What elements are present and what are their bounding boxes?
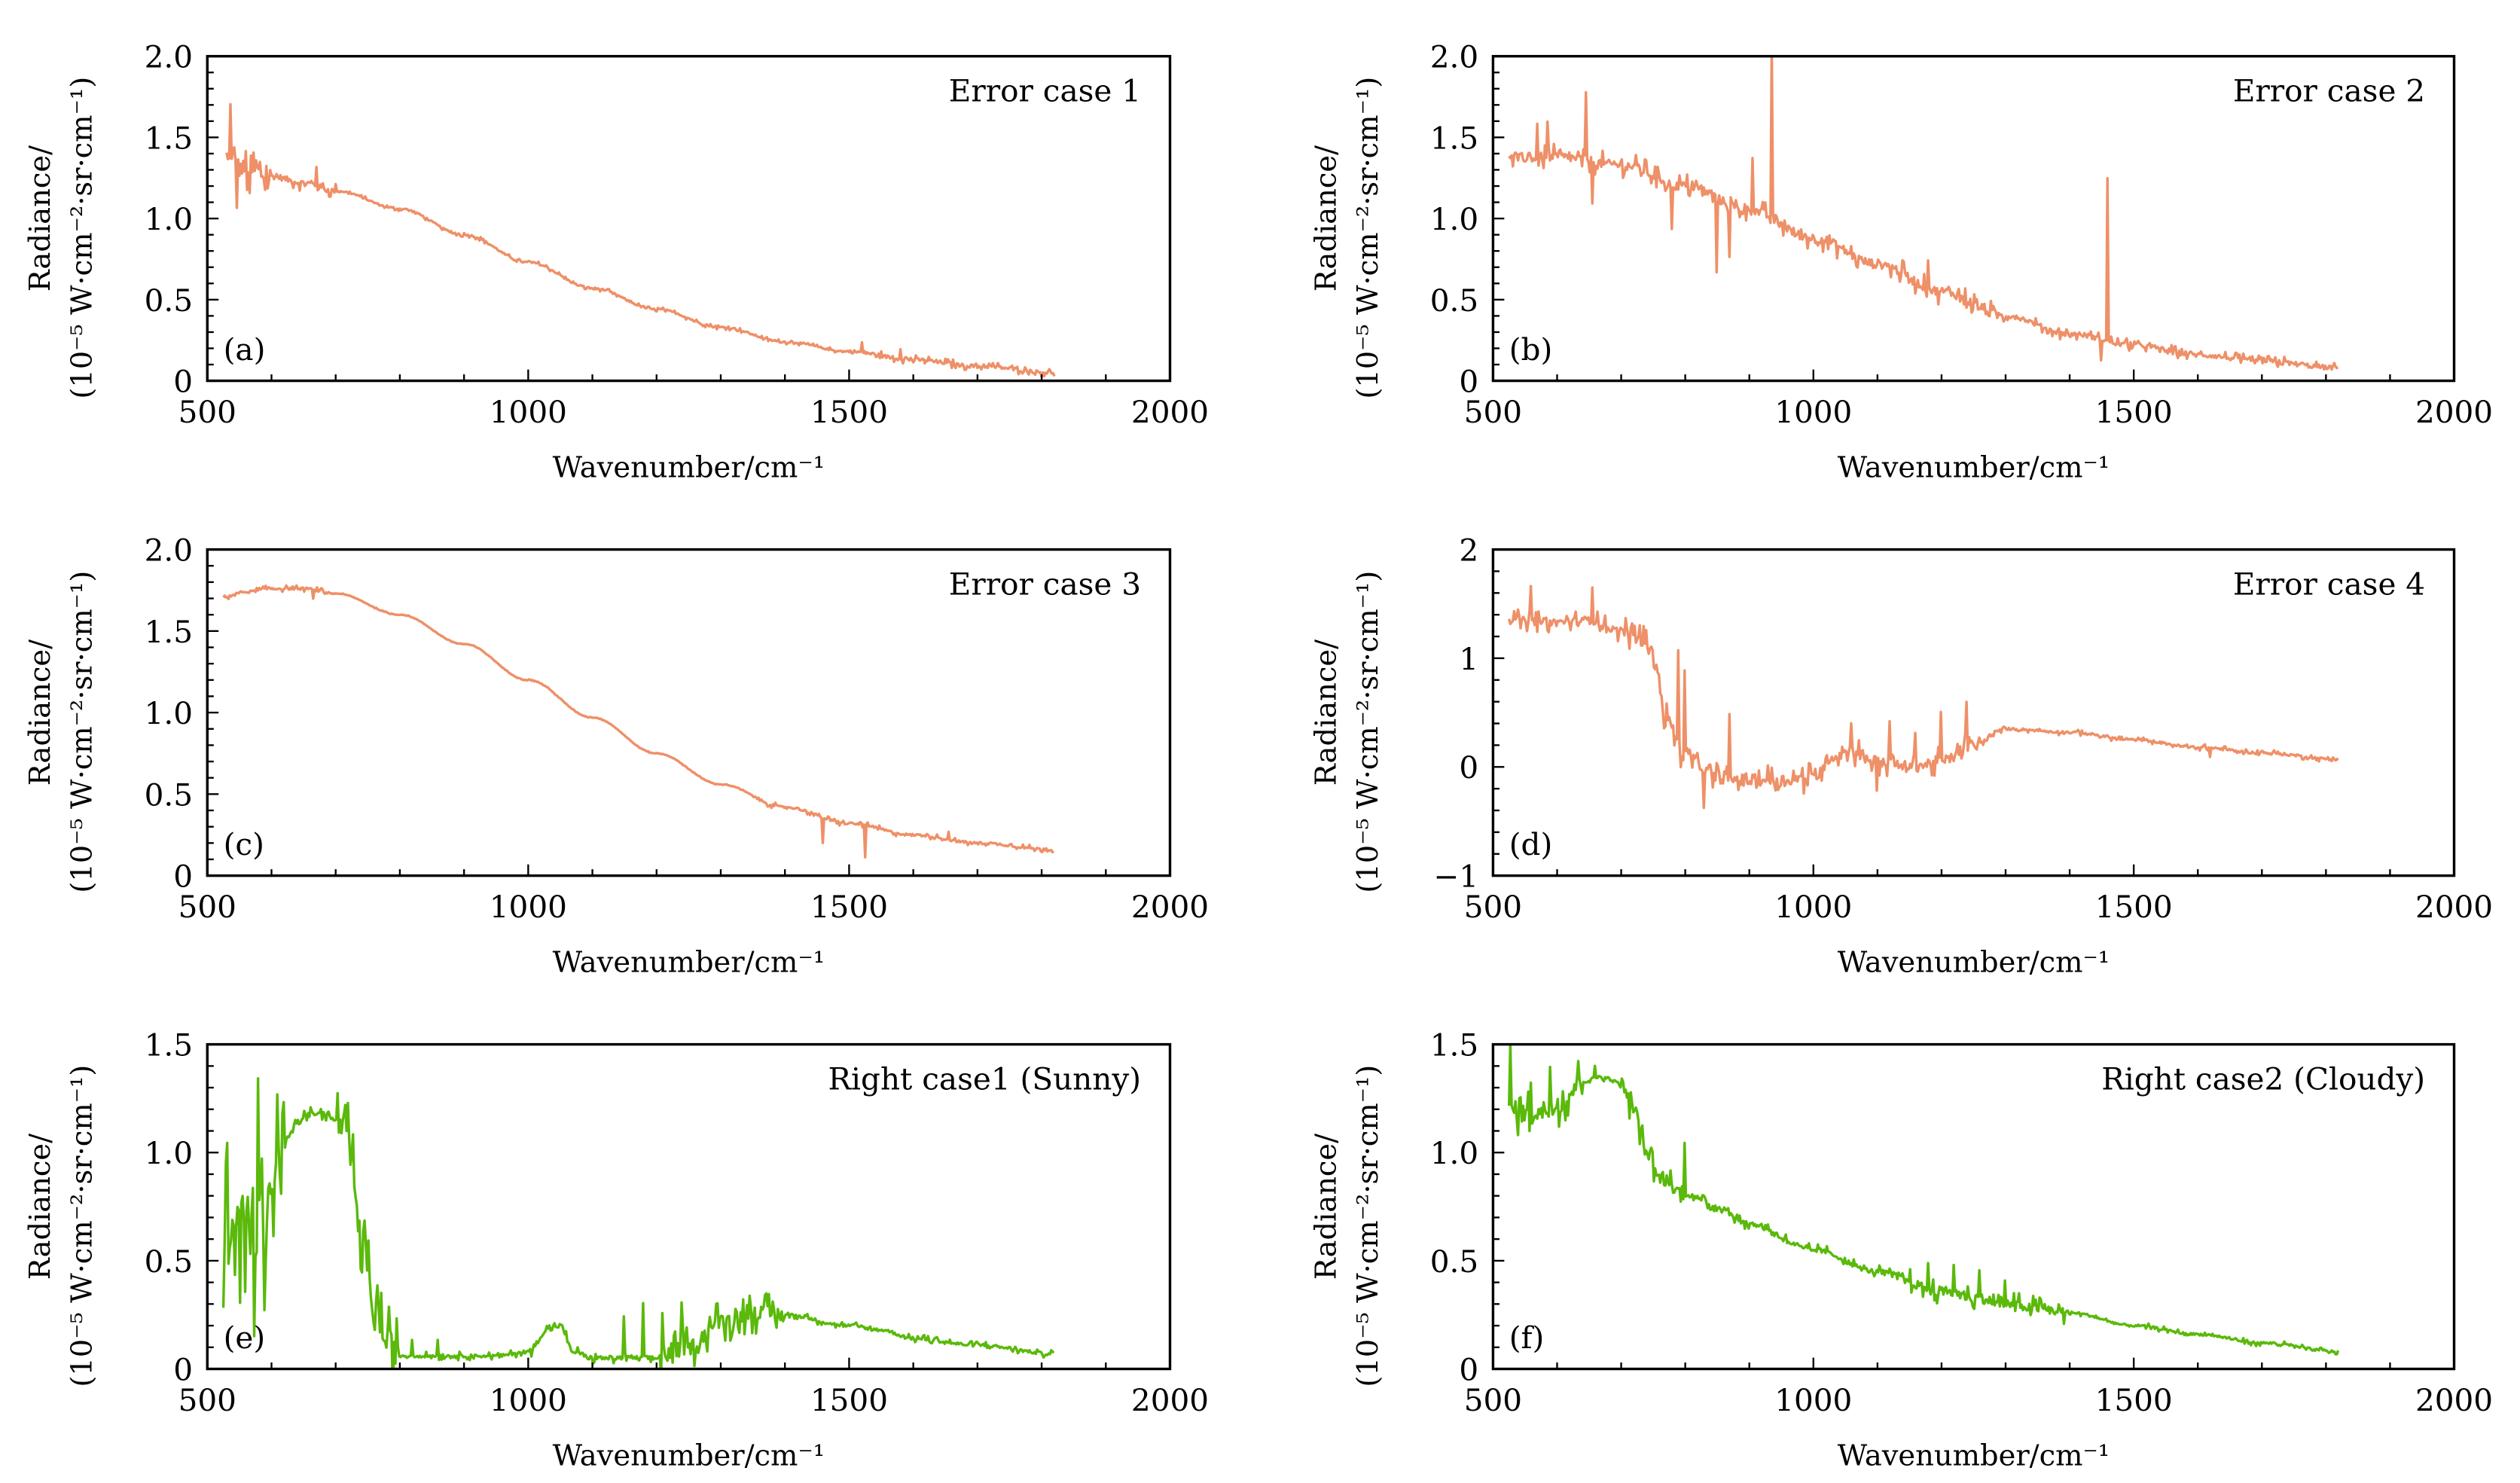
x-tick-label: 500 <box>178 394 236 430</box>
panel-title: Error case 4 <box>2233 566 2425 602</box>
y-axis-label-line1: Radiance/ <box>1309 1134 1343 1280</box>
panel-letter: (e) <box>224 1320 266 1356</box>
panel-d: 500 1000 1500 2000 −1 0 1 2 Wavenumber/cm⁻¹ Radia… <box>1309 532 2493 980</box>
series-line-f <box>1507 1044 2340 1356</box>
y-tick-label: 0.5 <box>145 1243 193 1280</box>
x-tick-label: 2000 <box>2415 889 2493 925</box>
y-tick-label: 0.5 <box>1430 282 1478 319</box>
panel-letter: (b) <box>1509 331 1553 368</box>
series-line-c <box>222 584 1054 859</box>
y-tick-label: 1.5 <box>145 120 193 156</box>
panel-b: 500 1000 1500 2000 0 0.5 1.0 1.5 2.0 Wavenumber/c… <box>1309 39 2493 485</box>
x-tick-label: 1500 <box>2095 394 2173 430</box>
x-tick-label: 2000 <box>1131 889 1209 925</box>
y-tick-label: 0 <box>173 859 193 895</box>
y-tick-label: −1 <box>1433 859 1478 895</box>
x-tick-label: 500 <box>1464 1382 1522 1418</box>
y-tick-label: 0 <box>173 1351 193 1387</box>
y-tick-label: 0.5 <box>145 282 193 319</box>
panel-title: Error case 3 <box>949 566 1141 602</box>
series-line-a <box>225 102 1056 379</box>
y-tick-label: 1.0 <box>145 201 193 237</box>
series-line-e <box>221 1077 1055 1369</box>
x-axis-label: Wavenumber/cm⁻¹ <box>553 946 825 980</box>
x-axis-label: Wavenumber/cm⁻¹ <box>553 451 825 485</box>
series-line-d <box>1508 584 2339 810</box>
x-tick-label: 1000 <box>490 394 567 430</box>
y-tick-label: 0 <box>1459 1351 1478 1387</box>
y-tick-label: 0 <box>173 364 193 400</box>
x-axis-label: Wavenumber/cm⁻¹ <box>553 1439 825 1473</box>
y-axis-label-line2: (10⁻⁵ W·cm⁻²·sr·cm⁻¹) <box>66 571 99 893</box>
y-axis-label-line2: (10⁻⁵ W·cm⁻²·sr·cm⁻¹) <box>66 77 99 399</box>
panel-letter: (a) <box>224 331 266 368</box>
y-axis-label-line1: Radiance/ <box>23 145 57 291</box>
x-tick-label: 1500 <box>2095 1382 2173 1418</box>
panel-c: 500 1000 1500 2000 0 0.5 1.0 1.5 2.0 Wavenumber/c… <box>23 532 1209 980</box>
y-tick-label: 0.5 <box>1430 1243 1478 1280</box>
panel-title: Right case1 (Sunny) <box>828 1060 1142 1097</box>
y-axis-label-line1: Radiance/ <box>23 639 57 786</box>
x-tick-label: 1000 <box>490 1382 567 1418</box>
x-tick-label: 1000 <box>1774 889 1852 925</box>
y-axis-label-line2: (10⁻⁵ W·cm⁻²·sr·cm⁻¹) <box>1351 1065 1385 1387</box>
y-tick-label: 1.5 <box>145 1027 193 1063</box>
panel-e: 500 1000 1500 2000 0 0.5 1.0 1.5 Wavenumber/cm⁻¹… <box>23 1027 1209 1473</box>
panel-letter: (c) <box>224 826 264 862</box>
panel-letter: (f) <box>1509 1320 1545 1356</box>
x-axis-label: Wavenumber/cm⁻¹ <box>1838 1439 2110 1473</box>
x-tick-label: 1000 <box>1774 394 1852 430</box>
y-tick-label: 0.5 <box>145 777 193 813</box>
y-axis-label-line2: (10⁻⁵ W·cm⁻²·sr·cm⁻¹) <box>1351 571 1385 893</box>
x-tick-label: 500 <box>178 889 236 925</box>
x-tick-label: 1500 <box>810 1382 888 1418</box>
x-tick-label: 1000 <box>1774 1382 1852 1418</box>
y-axis-label-line1: Radiance/ <box>23 1134 57 1280</box>
y-tick-label: 0 <box>1459 364 1478 400</box>
y-tick-label: 1.5 <box>145 614 193 650</box>
x-tick-label: 500 <box>178 1382 236 1418</box>
y-axis-label-line1: Radiance/ <box>1309 639 1343 786</box>
y-axis-label-line2: (10⁻⁵ W·cm⁻²·sr·cm⁻¹) <box>66 1065 99 1387</box>
x-tick-label: 500 <box>1464 394 1522 430</box>
panel-title: Error case 1 <box>949 72 1141 108</box>
y-tick-label: 1.0 <box>1430 1135 1478 1171</box>
panel-f: 500 1000 1500 2000 0 0.5 1.0 1.5 Wavenumber/cm⁻¹… <box>1309 1027 2493 1473</box>
y-tick-label: 1.5 <box>1430 120 1478 156</box>
y-tick-label: 2.0 <box>145 532 193 569</box>
x-tick-label: 2000 <box>1131 1382 1209 1418</box>
panel-a: 500 1000 1500 2000 0 0.5 1.0 1.5 2.0 Wavenumber/c… <box>23 39 1209 485</box>
y-axis-label-line1: Radiance/ <box>1309 145 1343 291</box>
y-tick-label: 2.0 <box>145 39 193 75</box>
y-tick-label: 1 <box>1459 641 1478 677</box>
x-tick-label: 2000 <box>2415 394 2493 430</box>
panel-letter: (d) <box>1509 826 1553 862</box>
x-axis-label: Wavenumber/cm⁻¹ <box>1838 451 2110 485</box>
x-axis-label: Wavenumber/cm⁻¹ <box>1838 946 2110 980</box>
x-tick-label: 1000 <box>490 889 567 925</box>
x-tick-label: 2000 <box>2415 1382 2493 1418</box>
y-tick-label: 1.5 <box>1430 1027 1478 1063</box>
x-tick-label: 1500 <box>810 889 888 925</box>
y-axis-label-line2: (10⁻⁵ W·cm⁻²·sr·cm⁻¹) <box>1351 77 1385 399</box>
x-tick-label: 2000 <box>1131 394 1209 430</box>
axes-frame-d <box>1491 548 2456 877</box>
y-tick-label: 0 <box>1459 749 1478 786</box>
axes-frame-e <box>206 1042 1172 1371</box>
y-tick-label: 2 <box>1459 532 1478 569</box>
y-tick-label: 1.0 <box>145 1135 193 1171</box>
panel-title: Right case2 (Cloudy) <box>2101 1060 2425 1097</box>
y-tick-label: 1.0 <box>1430 201 1478 237</box>
x-tick-label: 1500 <box>2095 889 2173 925</box>
x-tick-label: 1500 <box>810 394 888 430</box>
series-line-b <box>1508 56 2339 371</box>
axes-frame-f <box>1491 1042 2456 1371</box>
y-tick-label: 1.0 <box>145 695 193 731</box>
y-tick-label: 2.0 <box>1430 39 1478 75</box>
panel-title: Error case 2 <box>2233 72 2425 108</box>
x-tick-label: 500 <box>1464 889 1522 925</box>
